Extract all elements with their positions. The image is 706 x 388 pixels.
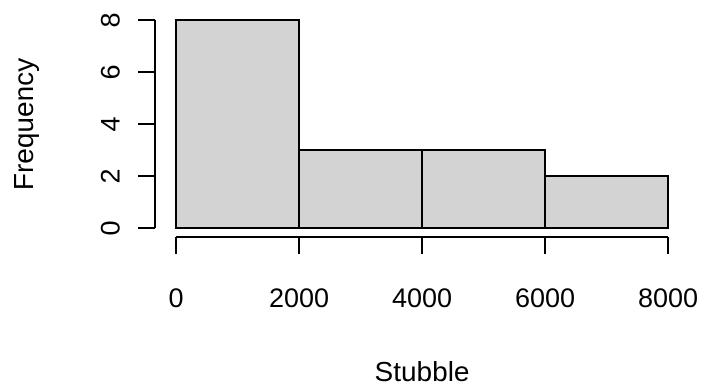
- histogram-bar-4: [544, 175, 669, 229]
- y-tick-label: 4: [95, 116, 125, 131]
- x-tick-label: 8000: [638, 283, 698, 313]
- y-tick-label: 8: [95, 12, 125, 27]
- y-tick-label: 6: [95, 64, 125, 79]
- histogram-bar-3: [421, 149, 546, 229]
- x-tick-label: 2000: [269, 283, 329, 313]
- histogram-bar-2: [298, 149, 423, 229]
- x-tick-label: 0: [168, 283, 183, 313]
- bars-group: [175, 19, 669, 229]
- y-axis: 0 2 4 6 8: [95, 12, 156, 236]
- y-axis-label: Frequency: [8, 58, 39, 190]
- x-tick-label: 4000: [392, 283, 452, 313]
- x-axis: 0 2000 4000 6000 8000: [168, 236, 698, 313]
- histogram-bar-1: [175, 19, 300, 229]
- x-axis-label: Stubble: [375, 356, 470, 387]
- y-tick-label: 2: [95, 168, 125, 183]
- y-tick-label: 0: [95, 220, 125, 235]
- x-tick-label: 6000: [515, 283, 575, 313]
